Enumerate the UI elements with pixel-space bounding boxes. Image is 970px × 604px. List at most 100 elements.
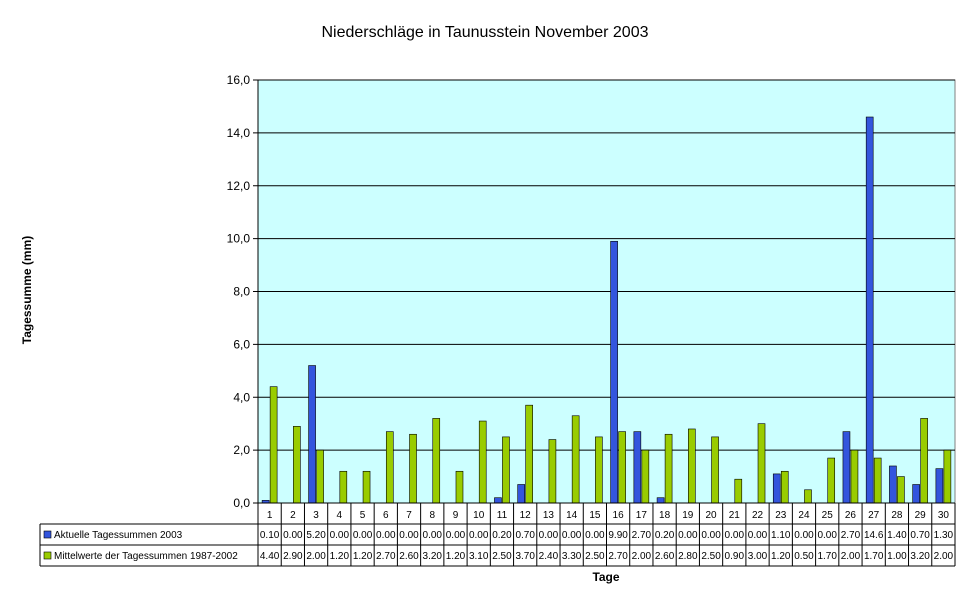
data-label: 2.70 [632,530,652,541]
data-label: 1.20 [771,551,791,562]
data-label: 0.10 [260,530,280,541]
x-tick-label: 22 [752,510,764,521]
data-label: 2.70 [608,551,628,562]
bar-mean [897,476,905,504]
bar-actual [889,465,897,504]
data-label: 2.60 [399,551,419,562]
bar-mean [269,386,278,504]
bar-mean [641,449,650,504]
bar-actual [842,431,851,504]
y-tick-label: 14,0 [227,126,251,140]
x-tick-label: 10 [473,510,485,521]
data-label: 2.50 [701,551,721,562]
x-tick-label: 4 [337,510,343,521]
data-label: 5.20 [306,530,326,541]
data-label: 2.90 [283,551,303,562]
plot-area: 0,02,04,06,08,010,012,014,016,01 2 3 4 5 6 7 8 9… [39,73,956,567]
y-axis-label: Tagessumme (mm) [20,236,34,344]
data-label: 2.50 [492,551,512,562]
bar-actual [935,468,944,504]
x-tick-label: 21 [729,510,741,521]
bar-mean [688,428,696,504]
data-label: 1.40 [887,530,907,541]
legend-swatch [43,551,52,560]
bar-mean [850,449,859,504]
bar-mean [409,433,417,504]
bar-mean [757,423,766,504]
data-label: 0.00 [562,530,582,541]
x-tick-label: 23 [775,510,787,521]
data-label: 3.10 [469,551,489,562]
y-tick-label: 10,0 [227,232,251,246]
x-tick-label: 19 [682,510,694,521]
x-tick-label: 1 [267,510,273,521]
data-label: 1.30 [934,530,954,541]
data-label: 2.60 [655,551,675,562]
bar-actual [494,497,502,504]
data-label: 0.00 [376,530,396,541]
bar-mean [339,470,348,504]
bar-actual [656,497,665,504]
data-label: 1.70 [817,551,837,562]
legend-entry: Mittelwerte der Tagessummen 1987-2002 [54,551,238,562]
x-tick-label: 11 [497,510,508,521]
data-label: 2.80 [678,551,698,562]
x-tick-label: 15 [589,510,601,521]
bar-mean [827,457,836,504]
bar-mean [780,470,789,504]
data-label: 0.70 [910,530,930,541]
x-tick-label: 26 [845,510,857,521]
bar-mean [595,436,603,504]
y-tick-label: 8,0 [233,285,250,299]
data-label: 3.70 [515,551,535,562]
y-tick-label: 12,0 [227,179,251,193]
data-label: 3.20 [423,551,443,562]
data-label: 14.6 [864,530,884,541]
x-tick-label: 7 [406,510,412,521]
data-label: 0.00 [585,530,605,541]
x-tick-label: 17 [636,510,648,521]
bar-mean [362,470,371,504]
data-label: 0.00 [817,530,837,541]
bar-mean [873,457,882,504]
data-label: 0.00 [330,530,350,541]
data-label: 0.00 [469,530,489,541]
data-label: 3.30 [562,551,582,562]
y-tick-label: 0,0 [233,496,250,510]
data-label: 2.40 [539,551,559,562]
data-label: 2.00 [632,551,652,562]
data-label: 2.70 [376,551,396,562]
bar-actual [308,365,316,504]
data-label: 0.00 [539,530,559,541]
x-tick-label: 3 [313,510,319,521]
x-tick-label: 27 [868,510,880,521]
data-label: 1.00 [887,551,907,562]
legend-entry: Aktuelle Tagessummen 2003 [54,530,183,541]
data-label: 0.20 [655,530,675,541]
bar-mean [385,431,394,504]
x-tick-label: 28 [891,510,903,521]
bar-mean [571,415,580,504]
bar-mean [943,449,952,504]
x-tick-label: 5 [360,510,366,521]
bar-mean [664,433,673,504]
data-label: 1.20 [446,551,466,562]
x-tick-label: 14 [566,510,578,521]
bar-mean [525,404,533,504]
bar-actual [912,484,920,504]
data-label: 0.70 [515,530,535,541]
bar-mean [316,449,324,504]
x-tick-label: 25 [822,510,834,521]
x-tick-label: 2 [290,510,296,521]
data-label: 0.20 [492,530,512,541]
x-tick-label: 20 [705,510,717,521]
x-tick-label: 29 [915,510,927,521]
data-label: 0.00 [423,530,443,541]
bar-mean [734,478,743,504]
data-label: 0.00 [446,530,466,541]
x-tick-label: 12 [520,510,532,521]
data-label: 2.00 [934,551,954,562]
bar-mean [804,489,812,504]
x-tick-label: 18 [659,510,671,521]
bar-actual [517,484,525,504]
